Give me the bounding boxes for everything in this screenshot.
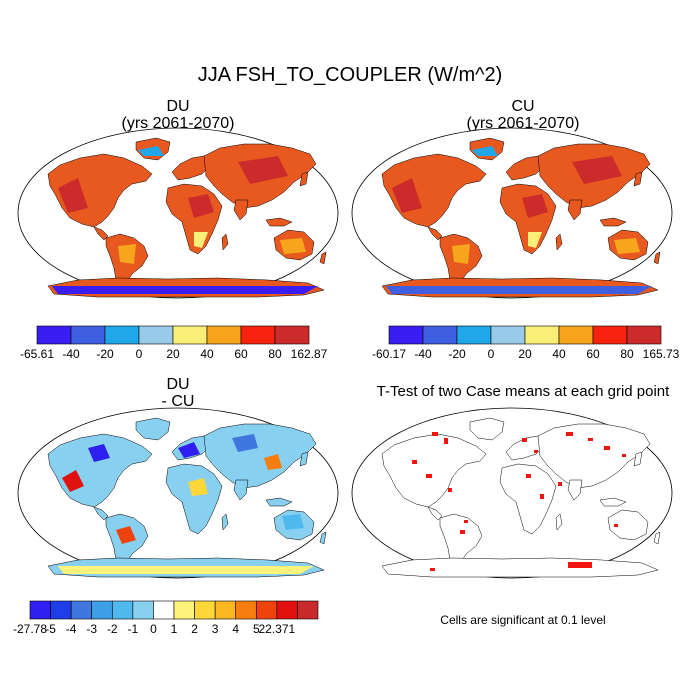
colorbar-swatch [235,600,257,620]
colorbar-tick-label: 40 [552,347,566,361]
colorbar-tick-label: 165.73 [643,347,680,361]
colorbar-tick-label: 2 [191,622,198,636]
colorbar-swatch [153,600,175,620]
colorbar-tick-label: 0 [150,622,157,636]
colorbar-tick-label: -2 [107,622,118,636]
panel-title-cu: CU (yrs 2061-2070) [433,98,613,132]
panel-title-du-line2: (yrs 2061-2070) [121,115,235,132]
panel-title-diff: DU - CU [88,376,268,410]
colorbar-swatch [490,325,526,345]
colorbar-tick-label: 162.87 [291,347,328,361]
colorbar-swatch [626,325,662,345]
panel-title-du: DU (yrs 2061-2070) [88,98,268,132]
colorbar-swatch [274,325,310,345]
field-highlights-cu [386,146,652,294]
colorbar-tick-label: 60 [586,347,600,361]
colorbar-swatch [172,325,208,345]
colorbar-swatch [70,600,93,620]
map-panel-diff [17,407,339,579]
colorbar-tick-label: 40 [200,347,214,361]
colorbar-cu: -60.17 -40 -20 0 20 40 60 80 165.73 [372,325,680,361]
colorbar-swatch [206,325,242,345]
colorbar-tick-label: -60.17 [372,347,406,361]
figure-title: JJA FSH_TO_COUPLER (W/m^2) [197,64,503,86]
colorbar-swatch [194,600,216,620]
colorbar-swatch [524,325,560,345]
panel-title-diff-line1: DU [166,376,190,393]
colorbar-swatch [255,600,278,620]
colorbar-tick-label: -3 [86,622,97,636]
colorbar-swatch [138,325,174,345]
colorbar-swatch [50,600,72,620]
colorbar-tick-label: -1 [128,622,139,636]
colorbar-tick-label: 1 [171,622,178,636]
field-highlights-diff [58,434,314,574]
colorbar-swatch [132,600,154,620]
colorbar-swatch [422,325,458,345]
colorbar-tick-label: -65.61 [20,347,54,361]
colorbar-tick-label: -40 [414,347,432,361]
colorbar-swatch [456,325,492,345]
map-panel-du [17,127,339,299]
colorbar-tick-label: -40 [62,347,80,361]
significance-note: Cells are significant at 0.1 level [440,613,606,627]
colorbar-tick-label: 4 [232,622,239,636]
colorbar-tick-label: 0 [136,347,143,361]
panel-title-diff-line2: - CU [161,393,195,410]
colorbar-swatch [297,600,319,620]
panel-title-cu-line2: (yrs 2061-2070) [466,115,580,132]
colorbar-swatch [70,325,106,345]
panel-title-ttest-line1: T-Test of two Case means at each grid po… [376,383,670,400]
colorbar-tick-label: -5 [45,622,56,636]
colorbar-swatch [276,600,298,620]
colorbar-swatch [104,325,140,345]
colorbar-swatch [29,600,51,620]
colorbar-tick-label: 22.371 [259,622,296,636]
panel-title-cu-line1: CU [511,98,535,115]
colorbar-swatch [36,325,72,345]
colorbar-tick-label: -20 [448,347,466,361]
colorbar-swatch [388,325,424,345]
colorbar-tick-label: 60 [234,347,248,361]
colorbar-tick-label: 5 [253,622,260,636]
colorbar-tick-label: 20 [166,347,180,361]
field-highlights-du [52,146,318,294]
colorbar-tick-label: -27.78 [13,622,47,636]
colorbar-swatch [214,600,237,620]
panel-title-ttest: T-Test of two Case means at each grid po… [353,383,693,400]
panel-title-du-line1: DU [166,98,190,115]
colorbar-tick-label: 3 [212,622,219,636]
significant-cells [412,432,626,571]
colorbar-tick-label: 80 [268,347,282,361]
colorbar-tick-label: 20 [518,347,532,361]
map-panel-cu [351,127,673,299]
colorbar-swatch [111,600,134,620]
colorbar-swatch [558,325,594,345]
colorbar-tick-label: 0 [488,347,495,361]
colorbar-tick-label: -4 [66,622,77,636]
colorbar-swatch [240,325,276,345]
colorbar-swatch [592,325,628,345]
colorbar-swatch [173,600,195,620]
colorbar-du: -65.61 -40 -20 0 20 40 60 80 162.87 [20,325,328,361]
colorbar-tick-label: 80 [620,347,634,361]
colorbar-swatch [91,600,113,620]
map-panel-ttest [351,407,673,579]
colorbar-diff: -27.78-5 -4 -3 -2 -1 0 1 2 3 4 522.371 [13,600,319,636]
colorbar-tick-label: -20 [96,347,114,361]
